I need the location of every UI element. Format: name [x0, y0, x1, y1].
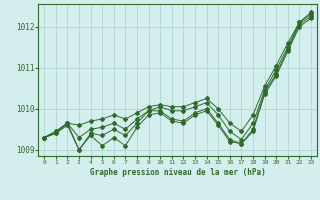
X-axis label: Graphe pression niveau de la mer (hPa): Graphe pression niveau de la mer (hPa)	[90, 168, 266, 177]
